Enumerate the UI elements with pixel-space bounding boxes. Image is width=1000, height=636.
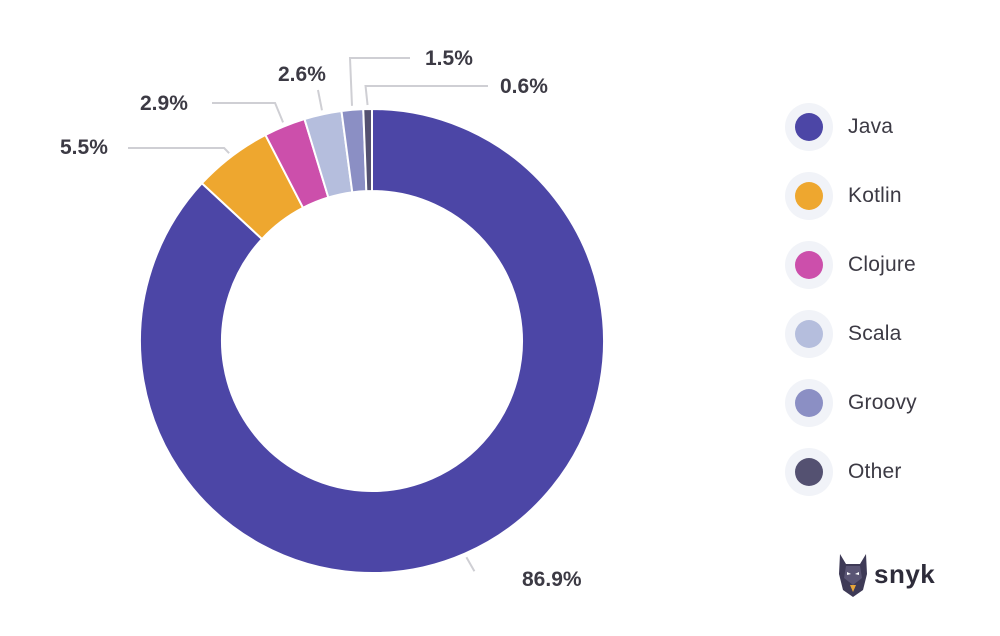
legend-label: Scala xyxy=(848,322,902,345)
legend-label: Groovy xyxy=(848,391,917,414)
legend-item-kotlin: Kotlin xyxy=(785,172,985,241)
donut-slice-java xyxy=(139,107,605,574)
value-label-kotlin: 5.5% xyxy=(60,136,108,159)
legend-dot xyxy=(795,458,823,486)
leader-line-other xyxy=(364,85,488,106)
snyk-dog-logo-icon xyxy=(839,554,867,597)
leader-line-java xyxy=(465,556,476,572)
legend-label: Other xyxy=(848,460,902,483)
leader-line-scala xyxy=(316,89,323,111)
legend-item-clojure: Clojure xyxy=(785,241,985,310)
legend-swatch-bg xyxy=(785,241,833,289)
legend-item-groovy: Groovy xyxy=(785,379,985,448)
legend-swatch-bg xyxy=(785,172,833,220)
legend-dot xyxy=(795,251,823,279)
value-labels: 86.9% 5.5% 2.9% 2.6% 1.5% 0.6% xyxy=(60,47,582,591)
legend-swatch-bg xyxy=(785,310,833,358)
legend-dot xyxy=(795,182,823,210)
legend-item-scala: Scala xyxy=(785,310,985,379)
legend-swatch-bg xyxy=(785,103,833,151)
value-label-java: 86.9% xyxy=(522,568,582,591)
donut-slice-other xyxy=(362,107,373,193)
value-label-scala: 2.6% xyxy=(278,63,326,86)
legend-dot xyxy=(795,389,823,417)
brand-name: snyk xyxy=(874,559,936,589)
leader-line-kotlin xyxy=(128,147,230,154)
legend-swatch-bg xyxy=(785,448,833,496)
value-label-other: 0.6% xyxy=(500,75,548,98)
donut-slices xyxy=(139,107,605,574)
leader-line-clojure xyxy=(212,102,284,123)
legend-label: Kotlin xyxy=(848,184,902,207)
legend-label: Java xyxy=(848,115,894,138)
legend-dot xyxy=(795,320,823,348)
legend-dot xyxy=(795,113,823,141)
legend-item-java: Java xyxy=(785,103,985,172)
legend-item-other: Other xyxy=(785,448,985,517)
brand-logo: snyk xyxy=(836,552,935,598)
value-label-clojure: 2.9% xyxy=(140,92,188,115)
label-leader-lines xyxy=(128,57,488,572)
legend-swatch-bg xyxy=(785,379,833,427)
value-label-groovy: 1.5% xyxy=(425,47,473,70)
leader-line-groovy xyxy=(348,57,410,106)
legend-label: Clojure xyxy=(848,253,916,276)
legend: Java Kotlin Clojure Scala Groovy Other xyxy=(785,103,985,517)
